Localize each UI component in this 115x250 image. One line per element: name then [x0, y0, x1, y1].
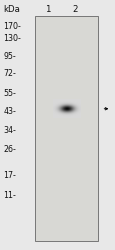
Text: 17-: 17-	[3, 171, 16, 180]
Text: 170-: 170-	[3, 22, 21, 31]
Text: 1: 1	[45, 5, 50, 14]
Text: 43-: 43-	[3, 107, 16, 116]
Text: 130-: 130-	[3, 34, 21, 43]
Text: kDa: kDa	[3, 5, 20, 14]
Text: 2: 2	[72, 5, 78, 14]
Text: 72-: 72-	[3, 69, 16, 78]
Text: 55-: 55-	[3, 89, 16, 98]
Text: 34-: 34-	[3, 126, 16, 135]
Text: 26-: 26-	[3, 145, 16, 154]
Text: 11-: 11-	[3, 191, 16, 200]
Text: 95-: 95-	[3, 52, 16, 61]
Bar	[34, 16, 97, 240]
